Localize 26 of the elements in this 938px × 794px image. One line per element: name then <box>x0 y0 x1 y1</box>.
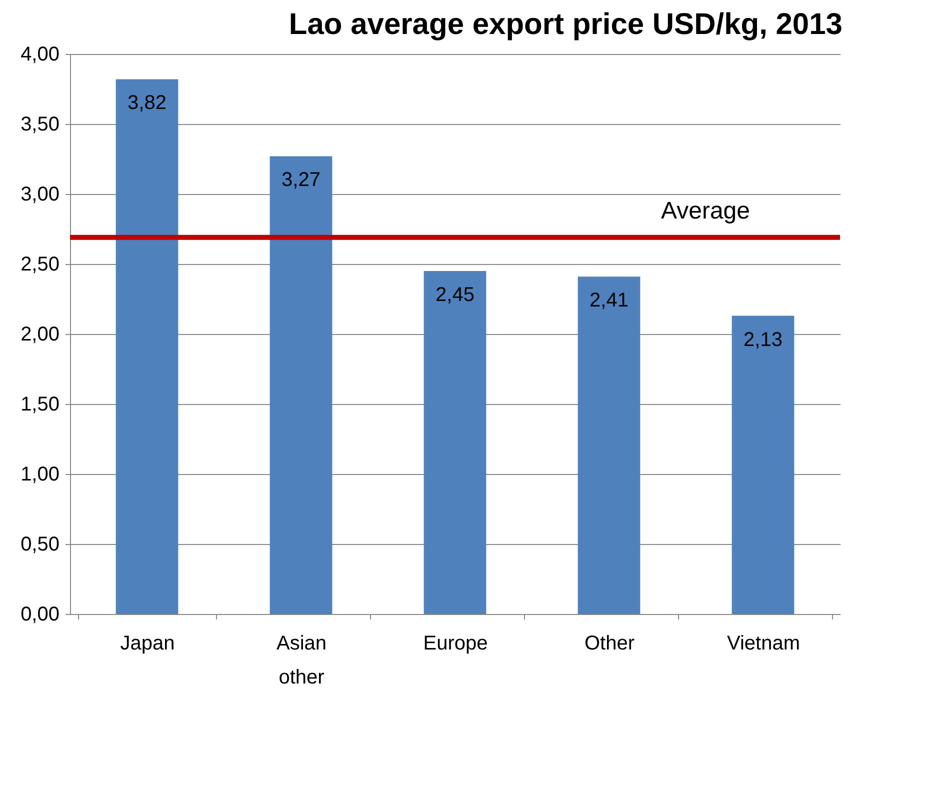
y-tick-label: 2,50 <box>20 254 60 276</box>
chart-title: Lao average export price USD/kg, 2013 <box>288 8 842 41</box>
data-label: 2,41 <box>590 290 628 312</box>
y-tick-label: 1,50 <box>20 394 60 416</box>
data-label: 2,13 <box>744 328 782 351</box>
bar <box>578 276 640 614</box>
x-tick-label: Other <box>584 632 635 654</box>
y-tick-label: 3,50 <box>20 114 60 136</box>
y-tick-label: 4,00 <box>20 44 60 66</box>
y-tick-label: 0,50 <box>20 534 60 556</box>
data-label: 3,27 <box>282 169 320 192</box>
x-tick-label: Vietnam <box>726 632 800 654</box>
y-tick-label: 1,00 <box>20 464 60 486</box>
x-tick-label: Japan <box>120 632 175 654</box>
data-label: 3,82 <box>128 92 166 114</box>
ref-line-label: Average <box>661 197 750 224</box>
bar <box>424 271 486 614</box>
bar <box>732 316 794 614</box>
data-label: 2,45 <box>436 284 474 306</box>
x-tick-label: Europe <box>423 632 488 654</box>
y-tick-label: 3,00 <box>20 184 60 206</box>
bar <box>270 156 332 614</box>
y-tick-label: 0,00 <box>20 604 60 626</box>
bar <box>116 79 178 614</box>
x-tick-label: Asian other <box>276 632 327 688</box>
y-tick-label: 2,00 <box>20 324 60 346</box>
